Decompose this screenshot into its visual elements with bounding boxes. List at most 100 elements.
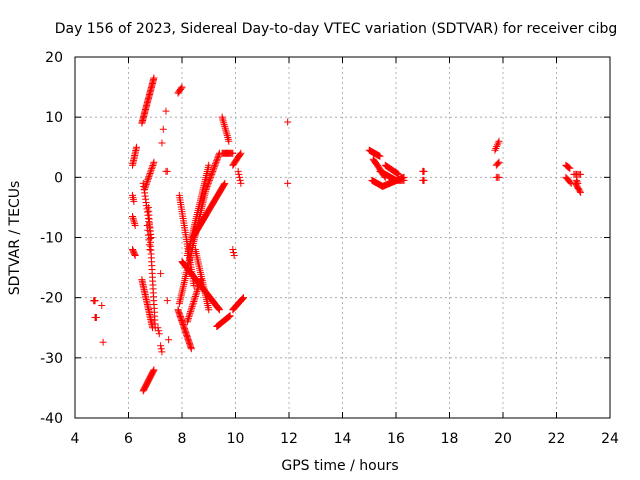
data-point [495, 137, 503, 145]
data-point [238, 295, 246, 303]
data-point [221, 179, 229, 187]
data-point [158, 139, 166, 147]
series-sat-b [129, 143, 141, 260]
x-tick-label: 14 [334, 431, 352, 447]
data-point [284, 179, 292, 187]
y-tick-labels: -40 -30 -20 -10 0 10 20 [40, 50, 63, 427]
data-point [184, 314, 192, 322]
data-point [212, 158, 220, 166]
x-tick-label: 8 [178, 431, 187, 447]
data-point [236, 176, 244, 184]
series-sat-d [141, 158, 163, 338]
data-point [223, 130, 231, 138]
data-point [395, 170, 403, 178]
data-point [184, 316, 192, 324]
data-point [145, 236, 153, 244]
data-point [576, 187, 584, 195]
data-point [157, 345, 165, 353]
data-point [145, 173, 153, 181]
series-sat-h [183, 161, 229, 314]
data-point [394, 170, 402, 178]
data-point [141, 185, 149, 193]
data-point [130, 216, 138, 224]
y-tick-label: 10 [45, 110, 63, 126]
data-point [236, 150, 244, 158]
data-point [205, 176, 213, 184]
data-point [143, 177, 151, 185]
data-point [187, 345, 195, 353]
data-point [495, 158, 503, 166]
series-sat-i [213, 113, 248, 331]
data-point [129, 212, 137, 220]
data-point [221, 124, 229, 132]
data-point [220, 119, 228, 127]
data-point [219, 117, 227, 125]
data-point [157, 342, 165, 350]
data-point [91, 297, 99, 305]
data-point [224, 134, 232, 142]
x-tick-label: 20 [494, 431, 512, 447]
data-point [147, 166, 155, 174]
data-point [143, 221, 151, 229]
data-point [214, 154, 222, 162]
data-point [400, 176, 408, 184]
data-points-layer [90, 74, 585, 395]
data-point [154, 324, 162, 332]
data-point [420, 176, 428, 184]
data-point [99, 338, 107, 346]
data-point [185, 313, 193, 321]
data-point [142, 182, 150, 190]
data-point [566, 178, 574, 186]
data-point [214, 152, 222, 160]
data-point [230, 252, 238, 260]
data-point [494, 159, 502, 167]
data-point [208, 169, 216, 177]
data-point [191, 292, 199, 300]
data-point [194, 284, 202, 292]
data-point [187, 308, 195, 316]
data-point [165, 336, 173, 344]
data-point [144, 231, 152, 239]
data-point [494, 139, 502, 147]
data-point [133, 143, 141, 151]
data-point [147, 168, 155, 176]
data-point [150, 366, 158, 374]
data-point [98, 301, 106, 309]
series-sat-c [138, 74, 158, 395]
data-point [131, 220, 139, 228]
data-point [146, 169, 154, 177]
data-point [204, 181, 212, 189]
data-point [234, 167, 242, 175]
data-point [218, 113, 226, 121]
data-point [157, 270, 165, 278]
data-point [178, 83, 186, 91]
data-point [191, 294, 199, 302]
y-axis-label: SDTVAR / TECUs [7, 181, 23, 296]
y-tick-label: 20 [45, 50, 63, 66]
x-tick-label: 6 [124, 431, 133, 447]
x-tick-labels: 4 6 8 10 12 14 16 18 20 22 24 [71, 431, 619, 447]
data-point [190, 282, 198, 290]
data-point [208, 170, 216, 178]
data-point [220, 121, 228, 129]
data-point [205, 161, 213, 169]
x-tick-label: 10 [227, 431, 245, 447]
data-point [158, 348, 166, 356]
data-point [141, 184, 149, 192]
data-point [376, 152, 384, 160]
data-point [188, 304, 196, 312]
data-point [229, 149, 237, 157]
data-point [215, 305, 223, 313]
data-point [223, 132, 231, 140]
y-tick-label: 0 [54, 170, 63, 186]
data-point [492, 144, 500, 152]
data-point [229, 249, 237, 257]
data-point [163, 297, 171, 305]
data-point [142, 181, 150, 189]
data-point [219, 115, 227, 123]
data-point [146, 246, 154, 254]
data-point [214, 304, 222, 312]
data-point [195, 282, 203, 290]
data-point [222, 126, 230, 134]
data-point [163, 167, 171, 175]
